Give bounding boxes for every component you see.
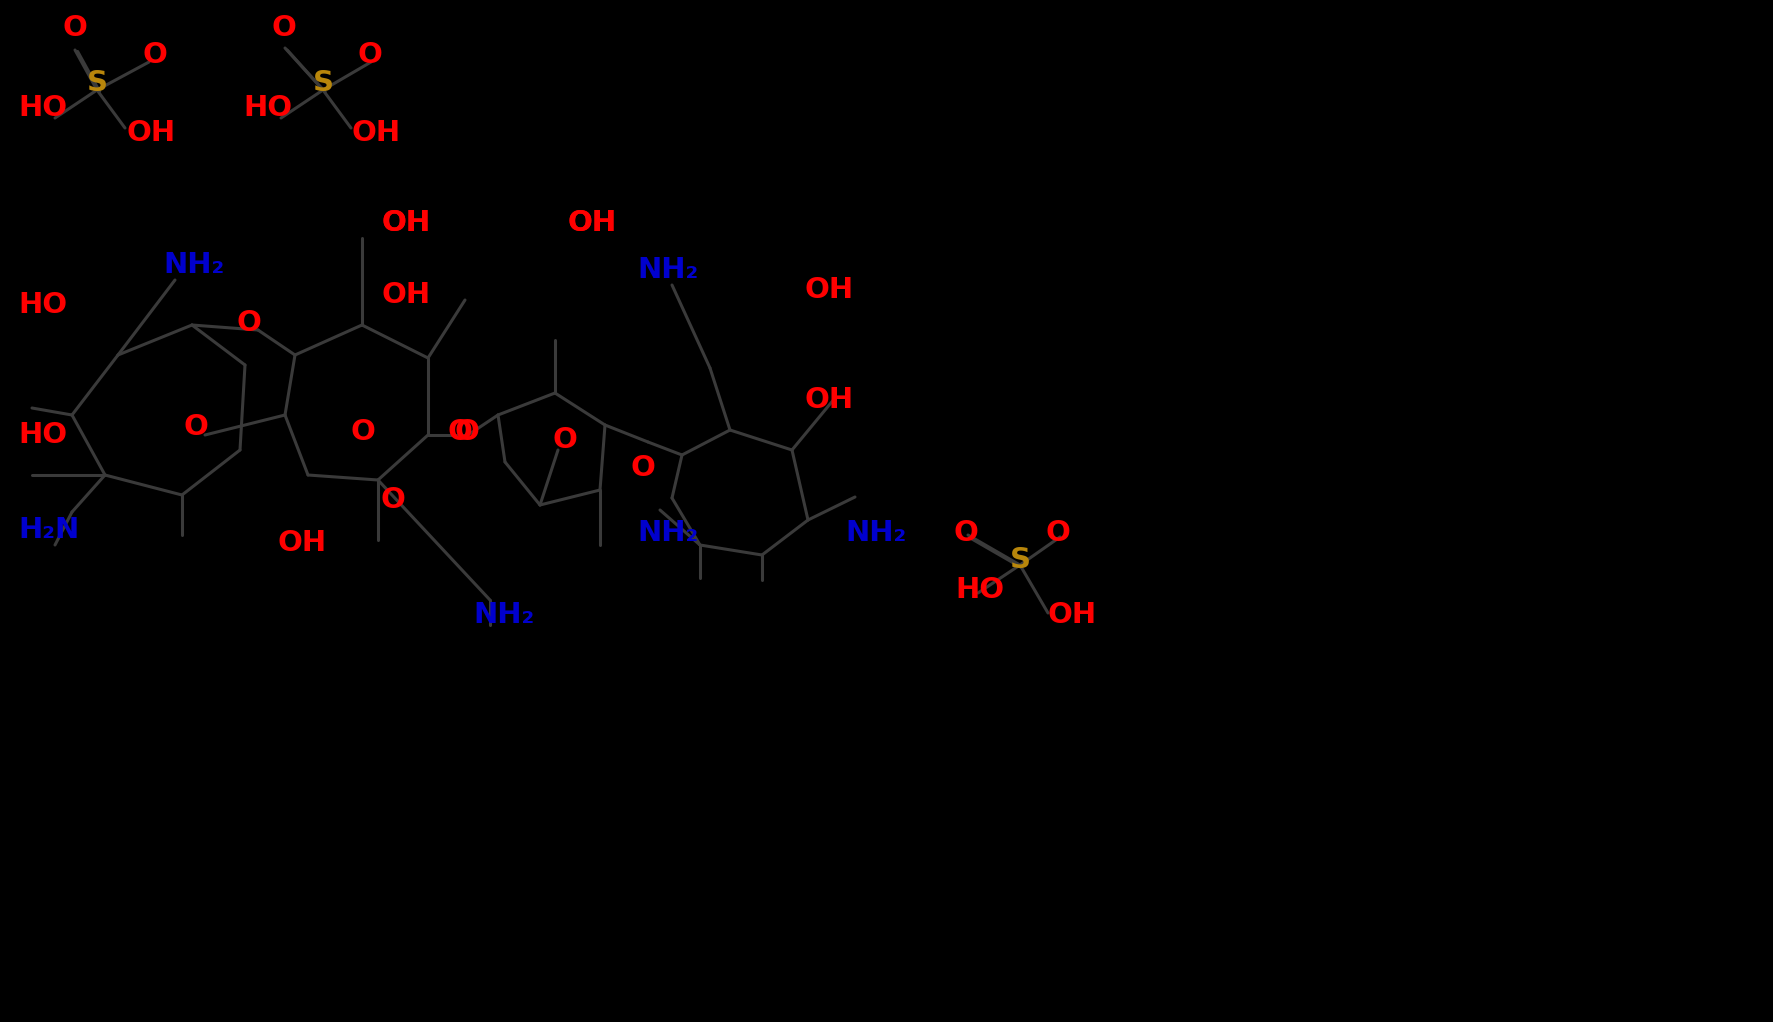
Text: HO: HO [18, 291, 67, 319]
Text: OH: OH [128, 119, 176, 147]
Text: NH₂: NH₂ [844, 519, 906, 547]
Text: O: O [142, 41, 167, 69]
Text: O: O [551, 426, 578, 454]
Text: HO: HO [18, 421, 67, 449]
Text: O: O [351, 418, 376, 446]
Text: OH: OH [381, 281, 431, 309]
Text: O: O [358, 41, 383, 69]
Text: S: S [312, 69, 333, 97]
Text: NH₂: NH₂ [473, 601, 534, 629]
Text: HO: HO [954, 576, 1004, 604]
Text: S: S [1009, 546, 1030, 574]
Text: O: O [381, 486, 406, 514]
Text: O: O [454, 418, 479, 446]
Text: OH: OH [567, 210, 617, 237]
Text: O: O [447, 418, 472, 446]
Text: OH: OH [805, 276, 853, 304]
Text: OH: OH [381, 210, 431, 237]
Text: O: O [183, 413, 207, 442]
Text: NH₂: NH₂ [637, 519, 699, 547]
Text: OH: OH [567, 210, 617, 237]
Text: OH: OH [381, 210, 431, 237]
Text: OH: OH [1048, 601, 1096, 629]
Text: O: O [954, 519, 979, 547]
Text: O: O [62, 14, 87, 42]
Text: H₂N: H₂N [18, 516, 80, 544]
Text: OH: OH [278, 529, 326, 557]
Text: S: S [87, 69, 108, 97]
Text: HO: HO [243, 94, 293, 122]
Text: OH: OH [351, 119, 401, 147]
Text: NH₂: NH₂ [637, 256, 699, 284]
Text: O: O [1044, 519, 1069, 547]
Text: NH₂: NH₂ [163, 251, 223, 279]
Text: O: O [629, 454, 654, 482]
Text: O: O [271, 14, 296, 42]
Text: HO: HO [18, 94, 67, 122]
Text: OH: OH [805, 386, 853, 414]
Text: O: O [236, 309, 261, 337]
